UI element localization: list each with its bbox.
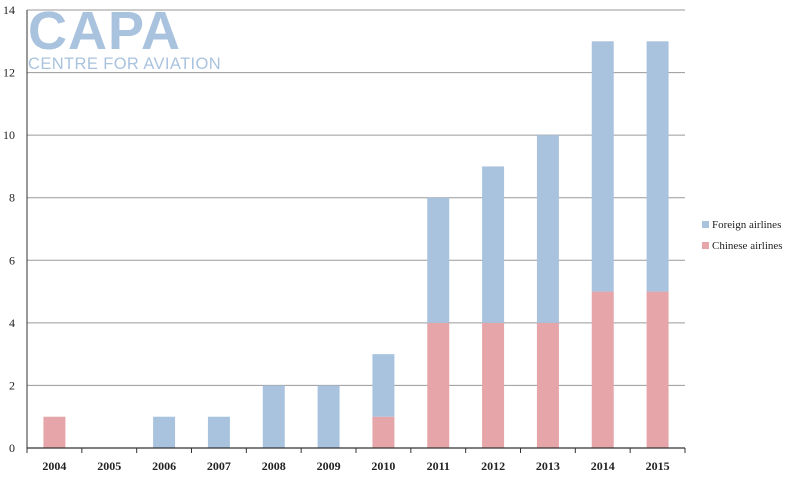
bar-segment (207, 416, 230, 448)
bar-segment (591, 291, 614, 448)
x-tick-labels: 2004 2005 2006 2007 2008 2009 2010 2011 2012 2013… (42, 459, 669, 473)
bar-segment (482, 166, 505, 323)
gridlines (27, 9, 685, 386)
x-tick-label: 2004 (42, 459, 66, 473)
bar-segment (482, 322, 505, 448)
y-tick-label: 4 (9, 316, 15, 330)
x-tick-label: 2015 (646, 459, 670, 473)
logo-tagline: CENTRE FOR AVIATION (28, 55, 222, 73)
legend-label: Chinese airlines (712, 240, 783, 252)
bar-segment (646, 41, 669, 292)
x-tick-label: 2011 (427, 459, 450, 473)
capa-logo: CAPA CENTRE FOR AVIATION (28, 1, 222, 73)
y-tick-label: 2 (9, 378, 15, 392)
x-tick-label: 2012 (481, 459, 505, 473)
legend-swatch (702, 221, 709, 228)
x-tick-label: 2009 (317, 459, 341, 473)
bar-segment (43, 416, 66, 448)
legend-label: Foreign airlines (712, 219, 781, 231)
bar-segment (372, 354, 395, 417)
y-tick-label: 8 (9, 191, 15, 205)
y-tick-label: 6 (9, 253, 15, 267)
bar-segment (427, 322, 450, 448)
bar-segment (646, 291, 669, 448)
x-tick-label: 2007 (207, 459, 231, 473)
bar-segment (591, 41, 614, 292)
x-tick-label: 2013 (536, 459, 560, 473)
bar-segment (536, 135, 559, 323)
legend-swatch (702, 242, 709, 249)
y-tick-label: 10 (3, 128, 15, 142)
x-tick-label: 2008 (262, 459, 286, 473)
bar-segment (153, 416, 176, 448)
bar-segment (536, 322, 559, 448)
axes (26, 10, 686, 453)
y-tick-label: 12 (3, 66, 15, 80)
bars (43, 41, 669, 448)
y-tick-labels: 0 2 4 6 8 10 12 14 (3, 3, 15, 455)
y-tick-label: 14 (3, 3, 15, 17)
x-tick-label: 2014 (591, 459, 615, 473)
x-tick-label: 2010 (371, 459, 395, 473)
x-tick-label: 2005 (97, 459, 121, 473)
x-tick-label: 2006 (152, 459, 176, 473)
legend: Foreign airlines Chinese airlines (702, 219, 783, 252)
bar-segment (262, 385, 285, 448)
bar-segment (427, 197, 450, 323)
bar-segment (372, 416, 395, 448)
y-tick-label: 0 (9, 441, 15, 455)
logo-wordmark: CAPA (28, 1, 182, 61)
bar-segment (317, 385, 340, 448)
